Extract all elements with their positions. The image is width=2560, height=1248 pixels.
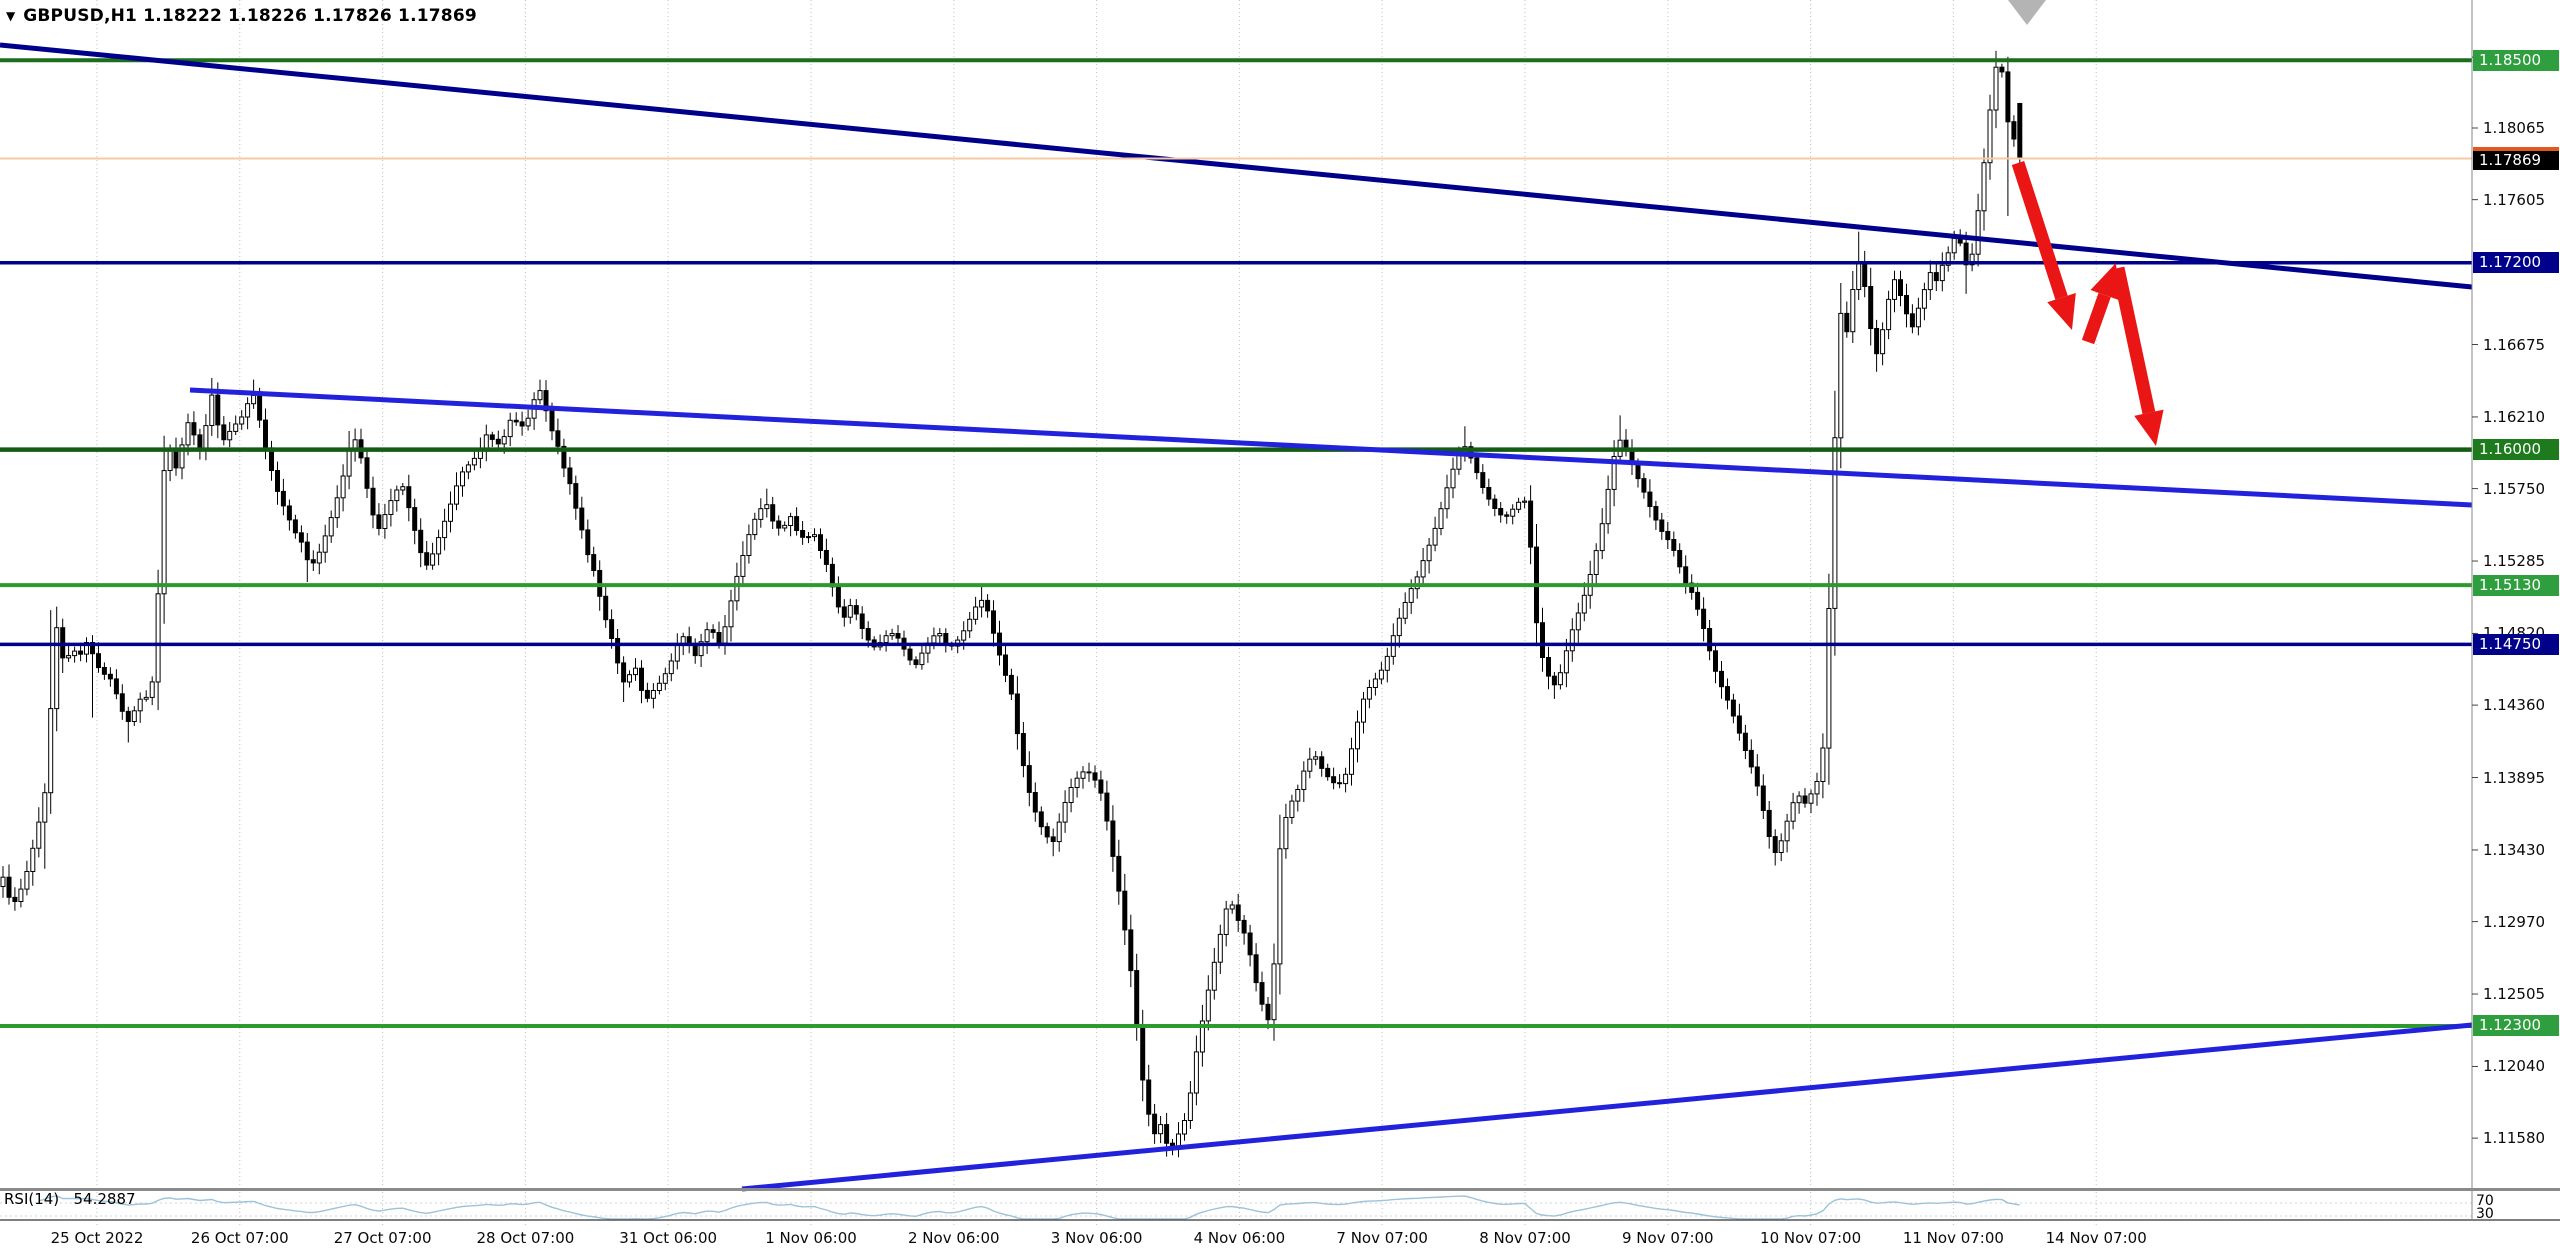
price-tick-label: 1.17605 <box>2483 190 2546 209</box>
price-tick-label: 1.14360 <box>2483 696 2546 715</box>
time-axis-label: 25 Oct 2022 <box>50 1229 144 1247</box>
ascending-blue-trendline <box>741 1022 2473 1192</box>
time-axis-label: 7 Nov 07:00 <box>1336 1229 1428 1247</box>
current-price-value: 1.17869 <box>2473 150 2559 170</box>
time-axis-label: 3 Nov 06:00 <box>1050 1229 1143 1247</box>
symbol-ohlc-readout: GBPUSD,H1 1.18222 1.18226 1.17826 1.1786… <box>23 6 477 26</box>
time-axis-label: 26 Oct 07:00 <box>190 1229 289 1247</box>
price-tick-label: 1.18065 <box>2483 119 2546 137</box>
time-axis-label: 2 Nov 06:00 <box>908 1229 1000 1247</box>
time-axis-label: 8 Nov 07:00 <box>1479 1229 1571 1247</box>
red-arrow-segment <box>2111 266 2156 415</box>
time-axis-label: 11 Nov 07:00 <box>1902 1229 2004 1247</box>
price-level-badge: 1.15130 <box>2473 574 2559 596</box>
time-axis-label: 27 Oct 07:00 <box>333 1229 432 1247</box>
candlestick-series <box>0 50 2023 1158</box>
price-tick-label: 1.12040 <box>2483 1057 2546 1076</box>
symbol-dropdown-icon[interactable]: ▼ <box>6 9 16 23</box>
price-tick-label: 1.16210 <box>2483 407 2546 426</box>
price-tick-label: 1.16675 <box>2483 335 2546 354</box>
price-level-badge: 1.16000 <box>2473 439 2559 461</box>
price-tick-label: 1.11580 <box>2483 1129 2546 1148</box>
price-tick-label: 1.13430 <box>2483 840 2546 859</box>
rsi-scale-label: 30 <box>2476 1206 2494 1222</box>
price-tick-label: 1.12505 <box>2483 985 2546 1004</box>
time-axis-label: 1 Nov 06:00 <box>765 1229 857 1247</box>
price-tick-label: 1.12970 <box>2483 912 2546 931</box>
price-tick-label: 1.13895 <box>2483 768 2546 787</box>
price-level-badge: 1.14750 <box>2473 633 2559 655</box>
long-descending-navy-trendline <box>0 42 2473 290</box>
time-axis-label: 10 Nov 07:00 <box>1760 1229 1862 1247</box>
price-tick-label: 1.15750 <box>2483 479 2546 498</box>
time-axis-label: 9 Nov 07:00 <box>1622 1229 1714 1247</box>
price-tick-label: 1.15285 <box>2483 552 2546 571</box>
mid-descending-blue-trendline <box>189 387 2473 508</box>
pane-divider <box>0 1188 2560 1191</box>
gray-marker-icon <box>2008 0 2046 25</box>
rsi-line <box>38 1195 2020 1220</box>
price-level-badge: 1.12300 <box>2473 1015 2559 1037</box>
price-level-badge: 1.17200 <box>2473 252 2559 274</box>
red-arrowhead-icon <box>2090 263 2119 301</box>
time-axis-label: 14 Nov 07:00 <box>2045 1229 2147 1247</box>
rsi-value: 54.2887 <box>73 1190 136 1208</box>
time-axis-label: 28 Oct 07:00 <box>476 1229 575 1247</box>
red-arrowhead-icon <box>2134 409 2164 446</box>
red-arrowhead-icon <box>2047 293 2076 330</box>
red-arrow-segment <box>2011 161 2068 300</box>
time-axis-label: 4 Nov 06:00 <box>1193 1229 1286 1247</box>
rsi-name: RSI(14) <box>4 1190 60 1208</box>
rsi-indicator-label: RSI(14) 54.2887 <box>4 1190 136 1208</box>
current-price-badge: 1.17869 <box>2473 146 2559 170</box>
rsi-scale-label: 70 <box>2476 1193 2494 1209</box>
price-level-badge: 1.18500 <box>2473 49 2559 71</box>
chart-header: ▼ GBPUSD,H1 1.18222 1.18226 1.17826 1.17… <box>6 6 477 26</box>
time-axis-label: 31 Oct 06:00 <box>619 1229 718 1247</box>
ask-tick-bar <box>2473 146 2559 151</box>
red-arrow-segment <box>2081 292 2111 345</box>
